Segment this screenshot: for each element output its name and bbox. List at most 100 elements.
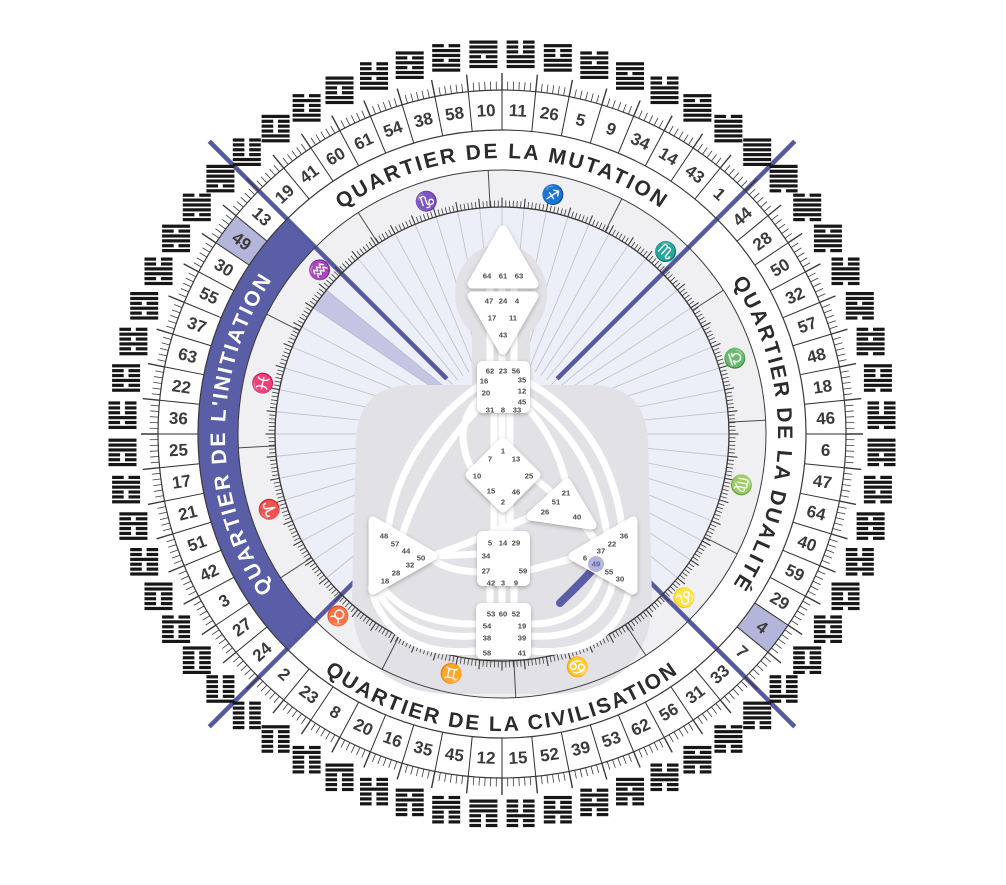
yin-line	[632, 797, 644, 801]
outer-tick	[199, 610, 208, 616]
outer-tick	[161, 522, 170, 526]
outer-tick	[835, 347, 845, 351]
inner-tick	[681, 571, 688, 577]
yang-line	[831, 267, 860, 271]
inner-tick	[323, 580, 330, 586]
inner-tick	[679, 574, 686, 580]
gate-number-48: 48	[805, 344, 828, 367]
inner-tick	[696, 550, 703, 555]
yang-line	[769, 179, 798, 183]
inner-tick	[642, 611, 648, 618]
cell-border	[617, 115, 635, 154]
yang-line	[182, 670, 211, 674]
hexagram-49	[182, 193, 211, 222]
outer-tick	[678, 728, 684, 737]
inner-tick	[639, 613, 645, 620]
yin-line	[793, 651, 805, 655]
yin-line	[769, 675, 782, 679]
outer-tick	[147, 362, 165, 368]
outer-tick	[628, 106, 632, 115]
outer-tick	[244, 668, 252, 676]
yang-line	[616, 67, 644, 71]
outer-tick	[807, 272, 816, 278]
inner-tick	[314, 294, 320, 300]
yin-line	[108, 401, 121, 405]
outer-tick	[839, 362, 857, 368]
yin-line	[596, 61, 609, 65]
yang-line	[845, 306, 874, 310]
yin-line	[412, 808, 424, 812]
yin-line	[160, 602, 173, 606]
outer-tick	[291, 150, 298, 158]
yin-line	[847, 281, 860, 286]
yin-line	[222, 684, 235, 689]
cell-border	[283, 167, 310, 200]
yin-line	[124, 406, 137, 410]
inner-tick	[299, 547, 306, 552]
inner-tick	[725, 474, 732, 477]
inner-tick	[318, 574, 325, 580]
yang-line	[506, 814, 535, 818]
inner-tick	[276, 373, 283, 376]
yin-line	[162, 244, 174, 248]
inner-tick	[339, 265, 345, 272]
inner-tick	[611, 229, 616, 236]
center-gate-54: 54	[483, 622, 492, 631]
gate-number-18: 18	[812, 376, 833, 398]
cell-border	[310, 686, 334, 721]
inner-tick	[556, 207, 560, 214]
center-gate-29: 29	[512, 539, 520, 548]
outer-tick	[345, 742, 351, 751]
yin-line	[831, 262, 844, 266]
cell-border	[164, 366, 204, 376]
inner-tick	[359, 248, 365, 255]
hexagram-40	[845, 548, 874, 576]
yin-line	[793, 656, 805, 660]
yang-line	[395, 51, 424, 55]
inner-tick	[271, 470, 279, 473]
channel	[367, 584, 478, 656]
inner-tick	[723, 384, 731, 387]
outer-tick	[643, 747, 648, 756]
outer-tick	[706, 150, 713, 158]
outer-tick	[287, 706, 293, 714]
yin-line	[278, 124, 290, 128]
yang-line	[856, 512, 885, 516]
yin-line	[144, 602, 157, 606]
yang-line	[112, 485, 141, 489]
inner-tick	[370, 622, 377, 631]
outer-tick	[196, 257, 205, 263]
inner-tick	[375, 624, 380, 631]
yin-line	[759, 721, 772, 725]
inner-tick	[365, 618, 371, 625]
yin-line	[883, 406, 896, 410]
outer-tick	[444, 86, 447, 95]
inner-tick	[459, 657, 462, 664]
cell-border	[736, 626, 769, 653]
outer-tick	[449, 85, 452, 94]
inner-tick	[726, 399, 734, 402]
outer-tick	[330, 734, 336, 743]
outer-tick	[430, 79, 436, 97]
inner-tick	[342, 599, 348, 605]
center-gate-53: 53	[487, 610, 495, 619]
yin-line	[432, 58, 444, 62]
yin-line	[119, 347, 131, 351]
yang-line	[144, 267, 173, 271]
yin-line	[809, 218, 822, 222]
center-gate-62: 62	[486, 367, 494, 376]
outer-tick	[178, 570, 187, 575]
yang-line	[867, 443, 896, 447]
yang-line	[743, 711, 772, 715]
hexagram-8	[292, 745, 321, 774]
outer-tick	[697, 143, 703, 152]
inner-tick	[270, 466, 278, 469]
center-gate-40: 40	[573, 513, 581, 522]
yin-line	[249, 148, 261, 152]
gate-number-63: 63	[176, 344, 199, 367]
yin-line	[144, 262, 157, 266]
yin-line	[523, 819, 535, 823]
inner-tick	[318, 577, 327, 585]
yang-line	[616, 76, 644, 81]
highlight-cell-gate-4	[737, 602, 788, 653]
